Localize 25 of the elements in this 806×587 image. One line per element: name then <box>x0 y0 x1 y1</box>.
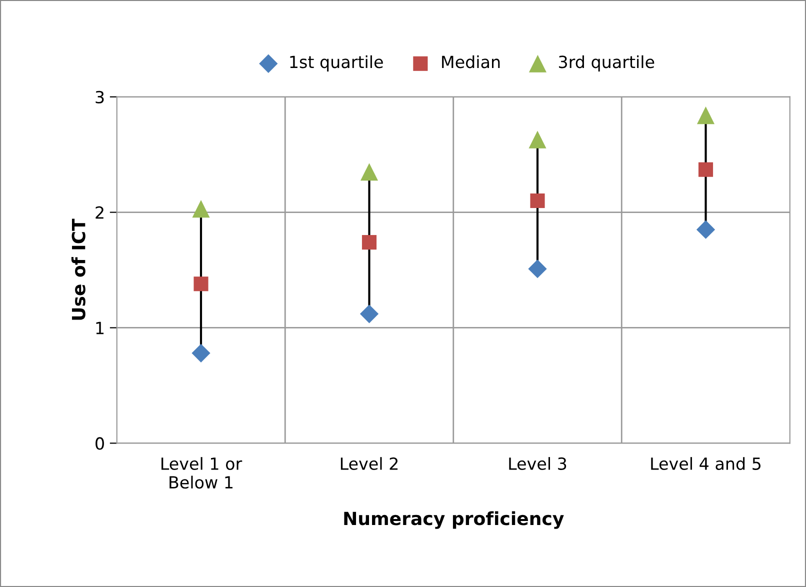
y-tick-label: 2 <box>96 206 104 219</box>
legend-label: 1st quartile <box>290 55 383 72</box>
point <box>530 193 545 208</box>
y-axis-title: Use of ICT <box>71 218 86 320</box>
point <box>360 163 378 181</box>
x-tick-label: Level 4 and 5 <box>651 457 761 470</box>
legend-label: 3rd quartile <box>558 55 654 72</box>
x-tick-label: Level 2 <box>340 457 398 470</box>
point <box>528 260 547 278</box>
point <box>696 220 716 239</box>
point <box>192 344 210 362</box>
point <box>192 200 210 218</box>
legend-label: Median <box>442 55 500 68</box>
point <box>698 162 714 177</box>
point <box>360 304 379 324</box>
y-tick-label: 1 <box>96 322 104 334</box>
point <box>528 130 546 148</box>
x-tick-label: Level 1 or Below 1 <box>162 457 242 489</box>
point <box>696 106 715 124</box>
x-tick-label: Level 3 <box>509 457 566 470</box>
x-axis-title: Numeracy proficiency <box>344 511 564 529</box>
y-tick-label: 3 <box>96 90 104 104</box>
point <box>362 235 377 250</box>
y-tick-label: 0 <box>96 437 104 450</box>
point <box>194 276 208 292</box>
